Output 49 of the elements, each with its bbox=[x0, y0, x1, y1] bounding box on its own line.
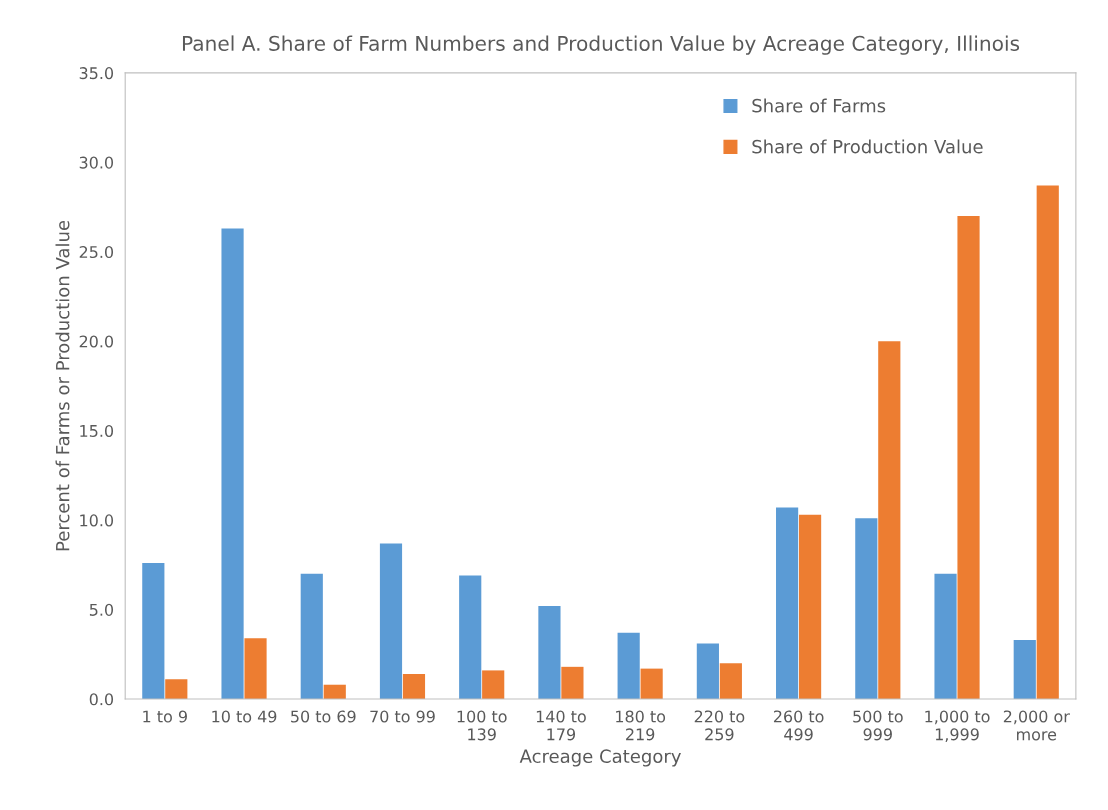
bar bbox=[1036, 185, 1059, 700]
bar bbox=[459, 575, 482, 700]
bar bbox=[855, 518, 878, 700]
y-axis-title: Percent of Farms or Production Value bbox=[55, 220, 70, 551]
x-tick-label: 500 to 999 bbox=[853, 710, 903, 741]
x-tick-label: 180 to 219 bbox=[616, 710, 666, 741]
y-tick-label: 30.0 bbox=[79, 156, 114, 169]
bar bbox=[538, 606, 561, 700]
bar bbox=[244, 638, 267, 700]
bar bbox=[934, 573, 957, 700]
bar bbox=[878, 341, 901, 700]
y-tick-label: 0.0 bbox=[89, 693, 114, 706]
bar bbox=[957, 216, 980, 700]
x-tick-label: 2,000 or more bbox=[1003, 710, 1070, 741]
bar bbox=[379, 543, 403, 700]
chart-title: Panel A. Share of Farm Numbers and Production Value by Acreage Category, Illinois bbox=[182, 35, 1020, 55]
legend-label: Share of Farms bbox=[752, 98, 886, 113]
bar bbox=[617, 632, 640, 700]
y-tick-label: 25.0 bbox=[79, 246, 114, 259]
bar bbox=[798, 514, 822, 700]
bar bbox=[165, 679, 188, 700]
bar bbox=[402, 673, 426, 700]
bar bbox=[482, 670, 505, 700]
bar bbox=[719, 663, 742, 700]
y-tick-label: 20.0 bbox=[79, 335, 114, 348]
x-tick-label: 70 to 99 bbox=[370, 710, 435, 723]
x-tick-label: 1 to 9 bbox=[143, 710, 187, 723]
x-tick-label: 100 to 139 bbox=[457, 710, 507, 741]
bar bbox=[323, 684, 346, 700]
x-tick-label: 1,000 to 1,999 bbox=[925, 710, 990, 743]
y-tick-label: 10.0 bbox=[80, 514, 114, 527]
bar bbox=[142, 563, 165, 700]
bar bbox=[640, 668, 663, 700]
bar bbox=[300, 573, 323, 700]
bar bbox=[1013, 639, 1036, 700]
x-tick-label: 220 to 259 bbox=[694, 710, 745, 741]
bar bbox=[561, 666, 584, 700]
x-tick-label: 50 to 69 bbox=[291, 710, 356, 723]
y-tick-label: 15.0 bbox=[80, 424, 114, 437]
x-tick-label: 140 to 179 bbox=[536, 710, 586, 741]
x-axis-title: Acreage Category bbox=[519, 749, 681, 767]
bar bbox=[221, 228, 244, 700]
bar bbox=[776, 507, 799, 700]
x-tick-label: 260 to 499 bbox=[773, 710, 824, 741]
x-tick-label: 10 to 49 bbox=[212, 710, 277, 723]
y-tick-label: 5.0 bbox=[89, 603, 114, 616]
y-tick-label: 35.0 bbox=[79, 67, 114, 80]
legend-label: Share of Production Value bbox=[752, 139, 983, 154]
bar bbox=[696, 643, 719, 700]
